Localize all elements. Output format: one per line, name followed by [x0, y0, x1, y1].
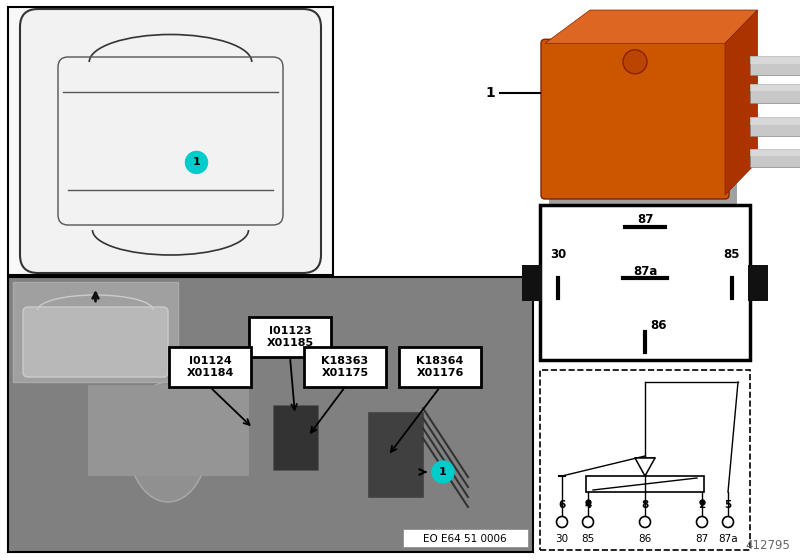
Text: K18364
X01176: K18364 X01176 — [416, 356, 464, 378]
Bar — [750, 56, 800, 74]
Bar — [750, 149, 800, 167]
Bar — [399, 347, 481, 387]
Text: EO E64 51 0006: EO E64 51 0006 — [423, 534, 507, 544]
Polygon shape — [545, 10, 758, 43]
FancyBboxPatch shape — [549, 47, 737, 207]
Bar — [8, 7, 333, 275]
Circle shape — [582, 516, 594, 528]
FancyBboxPatch shape — [541, 39, 729, 199]
Text: 412795: 412795 — [745, 539, 790, 552]
Text: 30: 30 — [555, 534, 569, 544]
Bar — [13, 282, 178, 382]
Circle shape — [432, 461, 454, 483]
Text: 2: 2 — [698, 500, 706, 510]
Bar — [403, 529, 528, 547]
Bar — [249, 317, 331, 357]
Bar — [540, 205, 750, 360]
Circle shape — [639, 516, 650, 528]
Text: 5: 5 — [724, 500, 732, 510]
Text: 87a: 87a — [633, 265, 657, 278]
Text: 8: 8 — [642, 500, 649, 510]
Bar — [748, 265, 768, 301]
Circle shape — [186, 151, 207, 174]
Text: K18363
X01175: K18363 X01175 — [322, 356, 369, 378]
Text: I01124
X01184: I01124 X01184 — [186, 356, 234, 378]
Bar — [8, 277, 533, 552]
Bar — [304, 347, 386, 387]
FancyBboxPatch shape — [20, 9, 321, 273]
Text: 87a: 87a — [718, 534, 738, 544]
Text: 87: 87 — [637, 213, 653, 226]
Circle shape — [557, 516, 567, 528]
Circle shape — [697, 516, 707, 528]
Bar — [750, 117, 800, 125]
Circle shape — [623, 50, 647, 74]
Text: 4: 4 — [584, 500, 592, 510]
Bar — [750, 149, 800, 156]
Bar — [750, 84, 800, 102]
Bar — [750, 117, 800, 136]
Polygon shape — [725, 10, 758, 195]
Bar — [368, 412, 423, 497]
Bar — [273, 404, 318, 469]
Bar — [750, 84, 800, 91]
Text: 86: 86 — [650, 319, 666, 332]
Text: 6: 6 — [558, 500, 566, 510]
Text: 30: 30 — [550, 248, 566, 261]
Text: 1: 1 — [193, 157, 200, 167]
Text: 87: 87 — [695, 534, 709, 544]
Bar — [88, 385, 248, 475]
Text: I01123
X01185: I01123 X01185 — [266, 326, 314, 348]
Bar — [169, 347, 251, 387]
Bar — [540, 370, 750, 550]
Text: 1: 1 — [439, 467, 447, 477]
Bar — [522, 265, 542, 301]
Polygon shape — [635, 458, 655, 476]
Text: 85: 85 — [582, 534, 594, 544]
FancyBboxPatch shape — [23, 307, 168, 377]
Bar — [586, 476, 704, 492]
Circle shape — [722, 516, 734, 528]
Text: 85: 85 — [724, 248, 740, 261]
Text: 1: 1 — [485, 86, 495, 100]
Text: 86: 86 — [638, 534, 652, 544]
Bar — [750, 56, 800, 64]
Ellipse shape — [128, 382, 208, 502]
